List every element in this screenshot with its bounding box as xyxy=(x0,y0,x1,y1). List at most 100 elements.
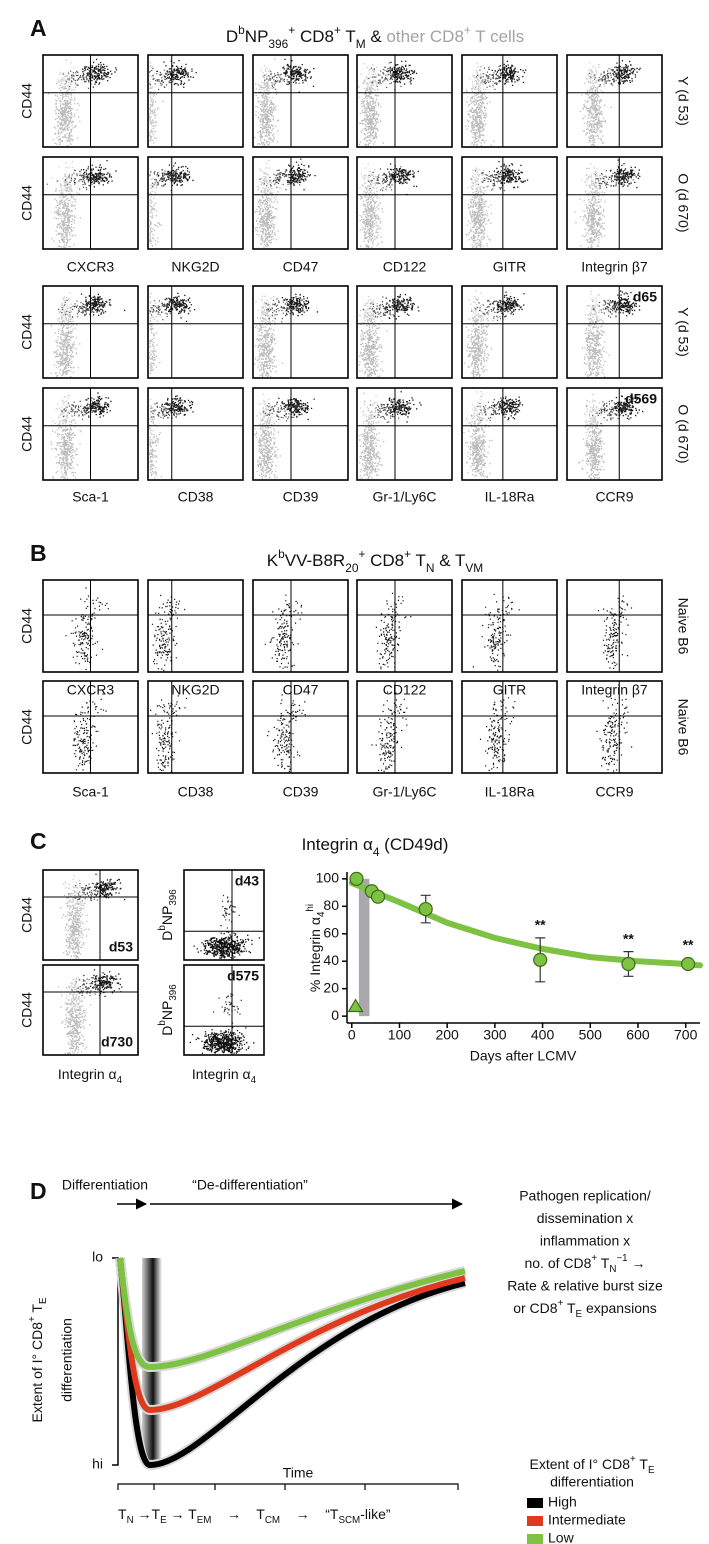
text-segment: T xyxy=(341,27,356,46)
dot-cloud xyxy=(162,598,186,620)
dot-cloud xyxy=(257,295,276,340)
text-segment: Extent of I° CD8 xyxy=(29,1322,45,1423)
text-segment: no. of CD8 xyxy=(524,1255,591,1271)
text-segment: T cells xyxy=(471,27,524,46)
panel-label: B xyxy=(30,540,47,566)
text-segment: → T xyxy=(167,1506,198,1522)
x-axis-label: CD38 xyxy=(178,489,214,505)
data-point xyxy=(621,956,636,972)
y-axis-label: CD44 xyxy=(19,83,35,119)
plot-frame xyxy=(147,387,244,481)
text-segment: NP xyxy=(159,1001,175,1020)
dot-cloud xyxy=(485,60,527,86)
x-axis-label: CD122 xyxy=(383,682,427,698)
plot-frame xyxy=(356,579,453,673)
text-segment: E xyxy=(160,1515,167,1526)
text-segment: T xyxy=(636,1456,649,1472)
factor-text: no. of CD8+ TN−1 → xyxy=(524,1253,645,1275)
dot-cloud xyxy=(384,60,418,85)
dot-cloud xyxy=(267,699,301,772)
dot-cloud xyxy=(276,397,315,421)
text-segment: N xyxy=(426,561,435,575)
x-axis-label: NKG2D xyxy=(171,682,219,698)
panel-title: Integrin α4 (CD49d) xyxy=(302,835,449,859)
text-segment: 396 xyxy=(268,37,288,51)
plot-frame xyxy=(356,387,453,481)
factor-text: Pathogen replication/ xyxy=(519,1188,651,1204)
x-tick-label: 500 xyxy=(579,1027,603,1043)
text-segment: (CD49d) xyxy=(379,835,448,854)
dot-cloud xyxy=(71,974,111,997)
y-axis-label: CD44 xyxy=(19,992,35,1028)
dot-cloud xyxy=(278,293,319,317)
dot-cloud xyxy=(264,68,300,90)
dot-cloud xyxy=(259,169,301,191)
plot-frame xyxy=(566,54,663,148)
plot-note: d575 xyxy=(227,968,259,984)
dot-cloud xyxy=(50,394,81,480)
dot-cloud xyxy=(149,173,162,247)
x-axis-label: CD38 xyxy=(178,784,214,800)
dot-cloud xyxy=(493,593,520,621)
plot-frame xyxy=(252,387,349,481)
x-tick-label: 200 xyxy=(435,1027,459,1043)
dot-cloud xyxy=(254,393,279,433)
plot-frame xyxy=(566,156,663,250)
dot-cloud xyxy=(492,396,524,421)
plot-frame xyxy=(42,869,139,961)
dot-cloud xyxy=(596,697,633,772)
y-axis-label: CD44 xyxy=(19,709,35,745)
row-label: O (d 670) xyxy=(675,173,691,232)
dot-cloud xyxy=(359,163,379,215)
dot-cloud xyxy=(603,395,644,420)
plot-frame xyxy=(461,680,558,774)
text-segment: → xyxy=(628,1255,646,1271)
x-axis-label: CD39 xyxy=(283,784,319,800)
text-segment: T xyxy=(411,551,426,570)
dot-cloud xyxy=(65,598,104,671)
text-segment: VV-B8R xyxy=(285,551,345,570)
y-tick-label: 60 xyxy=(323,924,339,940)
dot-cloud xyxy=(74,160,117,188)
dot-cloud xyxy=(465,167,493,249)
plot-frame xyxy=(566,387,663,481)
dot-cloud xyxy=(375,608,401,670)
text-segment: & xyxy=(366,27,387,46)
x-axis-label: Integrin α4 xyxy=(192,1066,257,1086)
legend-title: Extent of I° CD8+ TE xyxy=(529,1454,654,1476)
text-segment: Integrin α xyxy=(192,1066,251,1082)
dot-cloud xyxy=(65,977,87,1011)
dot-cloud xyxy=(149,65,156,102)
dot-cloud xyxy=(47,59,81,147)
text-segment: M xyxy=(356,37,366,51)
data-point xyxy=(370,889,386,904)
legend-label: Intermediate xyxy=(548,1512,626,1528)
text-segment: E xyxy=(648,1465,655,1476)
text-segment: + xyxy=(404,547,411,561)
y-tick-label: 80 xyxy=(323,897,339,913)
dot-cloud xyxy=(463,395,493,479)
text-segment: % Integrin α xyxy=(307,917,323,992)
x-axis-label: Integrin α4 xyxy=(58,1066,123,1086)
plot-frame xyxy=(183,964,265,1056)
text-segment: → T xyxy=(211,1506,265,1522)
dot-cloud xyxy=(67,875,84,919)
text-segment: →T xyxy=(134,1506,161,1522)
axis-end-label: lo xyxy=(92,1249,103,1265)
dot-cloud xyxy=(614,595,633,626)
factor-text: or CD8+ TE expansions xyxy=(513,1298,657,1320)
plot-frame xyxy=(147,579,244,673)
dot-cloud xyxy=(46,170,99,190)
dot-cloud xyxy=(254,159,281,248)
x-axis-label: GITR xyxy=(493,259,526,275)
dot-cloud xyxy=(254,404,281,479)
shaded-region xyxy=(358,878,370,1017)
dot-cloud xyxy=(362,296,400,318)
text-segment: NP xyxy=(159,906,175,925)
plot-note: d730 xyxy=(101,1034,133,1050)
text-segment: + xyxy=(358,547,365,561)
data-point xyxy=(418,901,433,917)
dot-cloud xyxy=(149,407,162,479)
plot-frame xyxy=(356,680,453,774)
